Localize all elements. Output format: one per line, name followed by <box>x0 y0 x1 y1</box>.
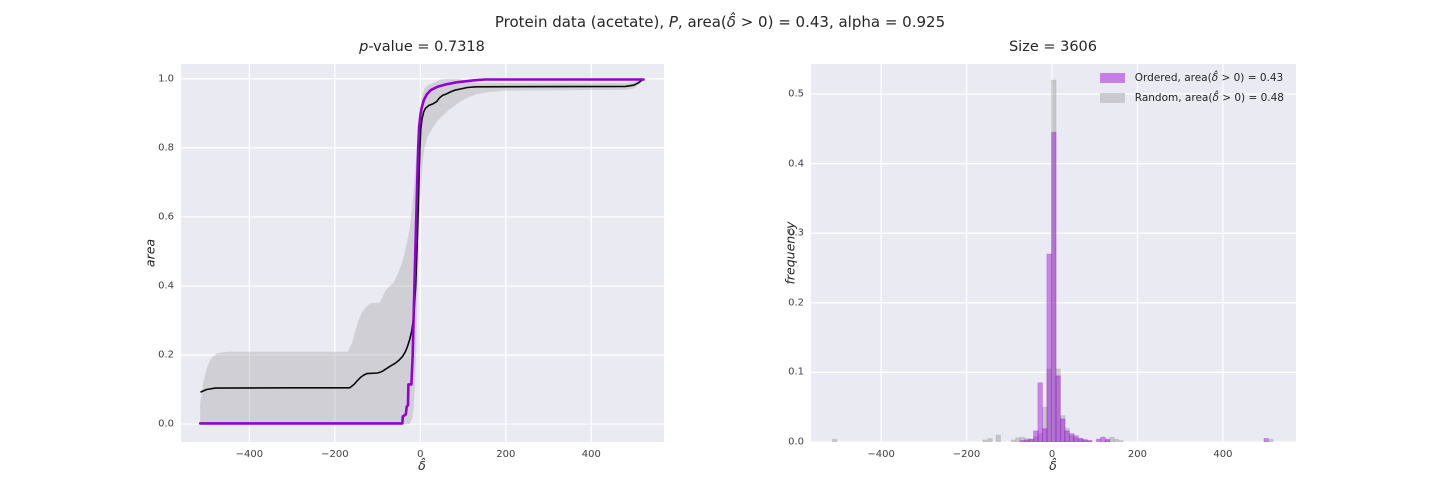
random-confidence-band <box>200 78 644 425</box>
x-tick-label: −200 <box>321 449 349 460</box>
random-histogram-bar <box>1028 438 1034 442</box>
random-histogram-bar <box>1113 438 1119 442</box>
random-histogram-bar <box>1104 439 1110 442</box>
p-value-text: -value = 0.7318 <box>368 39 485 55</box>
ordered-histogram-bar <box>1105 438 1111 442</box>
y-tick-label: 0.2 <box>158 349 174 361</box>
left-axes <box>181 64 664 442</box>
left-plot-canvas <box>181 64 664 442</box>
suptitle-mid: , area( <box>677 13 727 31</box>
legend-item-random: Random, area(δ̂ > 0) = 0.48 <box>1099 92 1284 104</box>
left-ylabel: area <box>142 238 158 268</box>
legend: Ordered, area(δ̂ > 0) = 0.43 Random, are… <box>1099 72 1284 104</box>
random-histogram-bar <box>1073 437 1079 442</box>
x-tick-label: 0 <box>1048 449 1056 460</box>
x-tick-label: −400 <box>867 449 895 460</box>
y-tick-label: 0.0 <box>158 418 174 430</box>
y-tick-label: 0.5 <box>788 88 804 100</box>
ordered-histogram-bar <box>1087 440 1093 442</box>
ordered-swatch <box>1099 73 1125 83</box>
y-tick-label: 0.3 <box>788 227 804 239</box>
right-plot-canvas <box>811 64 1296 442</box>
ordered-histogram-bar <box>1046 253 1052 442</box>
ordered-histogram-bar <box>1019 440 1025 442</box>
random-histogram-bar <box>1055 368 1061 442</box>
ordered-histogram-bar <box>1037 382 1043 442</box>
size-text: Size = 3606 <box>1008 39 1098 55</box>
y-tick-label: 0.6 <box>158 211 174 223</box>
x-tick-label: 0 <box>417 449 424 460</box>
x-tick-label: 200 <box>1127 449 1147 460</box>
random-histogram-bar <box>1051 79 1057 442</box>
random-histogram-bar <box>987 438 993 442</box>
ordered-histogram-bar <box>1024 439 1030 442</box>
random-histogram-bar <box>831 438 838 442</box>
ordered-histogram-bar <box>1096 438 1102 442</box>
ordered-histogram-bar <box>1055 375 1061 442</box>
random-histogram-bar <box>1118 440 1124 442</box>
y-tick-label: 1.0 <box>158 73 174 85</box>
ordered-histogram-bar <box>1051 131 1057 442</box>
y-tick-label: 0.2 <box>788 297 804 309</box>
right-xlabel: δ̂ <box>1049 458 1057 473</box>
ordered-curve <box>198 78 645 425</box>
ordered-histogram-bar <box>1069 433 1075 442</box>
random-histogram-bar <box>1015 437 1021 442</box>
left-xlabel: δ̂ <box>418 458 426 473</box>
ordered-histogram-bar <box>1033 430 1039 442</box>
ordered-histogram-bar <box>1060 418 1066 442</box>
left-plot-title: p-value = 0.7318 <box>359 39 485 55</box>
y-tick-label: 0.4 <box>158 280 174 292</box>
random-histogram-bar <box>1042 406 1048 442</box>
y-tick-label: 0.8 <box>158 142 174 154</box>
random-histogram-bar <box>1046 368 1052 442</box>
ordered-histogram-bar <box>1078 438 1084 442</box>
suptitle-delta-hat: δ̂ <box>726 13 736 31</box>
random-histogram-bar <box>1010 439 1016 442</box>
suptitle-var-p: P <box>668 13 678 31</box>
x-tick-label: 400 <box>581 449 601 460</box>
random-mean-curve <box>200 78 644 393</box>
random-histogram-bar <box>1082 438 1088 442</box>
ordered-histogram-bar <box>1263 438 1269 442</box>
ordered-histogram-bar <box>1082 439 1088 442</box>
x-tick-label: 200 <box>496 449 516 460</box>
y-tick-label: 0.4 <box>788 158 804 170</box>
ordered-histogram-bar <box>1028 438 1034 442</box>
random-label: Random, area(δ̂ > 0) = 0.48 <box>1134 92 1284 104</box>
ordered-histogram-bar <box>1042 428 1048 442</box>
x-tick-label: 400 <box>1213 449 1233 460</box>
ordered-histogram-bar <box>1100 436 1106 442</box>
ordered-label: Ordered, area(δ̂ > 0) = 0.43 <box>1134 72 1284 84</box>
y-tick-label: 0.0 <box>788 436 804 448</box>
ordered-histogram-bar <box>1064 430 1070 442</box>
suptitle-text: Protein data (acetate), <box>494 13 669 31</box>
y-tick-label: 0.1 <box>788 366 804 378</box>
random-histogram-bar <box>1268 438 1274 442</box>
suptitle-post: > 0) = 0.43, alpha = 0.925 <box>735 13 946 31</box>
random-histogram-bar <box>995 434 1001 442</box>
legend-item-ordered: Ordered, area(δ̂ > 0) = 0.43 <box>1099 72 1284 84</box>
x-tick-label: −200 <box>952 449 981 460</box>
random-swatch <box>1099 93 1125 103</box>
ordered-histogram-bar <box>1073 435 1079 442</box>
right-axes: Ordered, area(δ̂ > 0) = 0.43 Random, are… <box>811 64 1296 442</box>
p-value-var: p <box>359 39 369 55</box>
random-histogram-bar <box>982 439 988 442</box>
random-histogram-bar <box>1019 436 1025 442</box>
figure-suptitle: Protein data (acetate), P, area(δ̂ > 0) … <box>0 13 1440 31</box>
random-histogram-bar <box>1109 436 1115 442</box>
right-plot-title: Size = 3606 <box>1009 39 1097 55</box>
x-tick-label: −400 <box>235 449 264 460</box>
